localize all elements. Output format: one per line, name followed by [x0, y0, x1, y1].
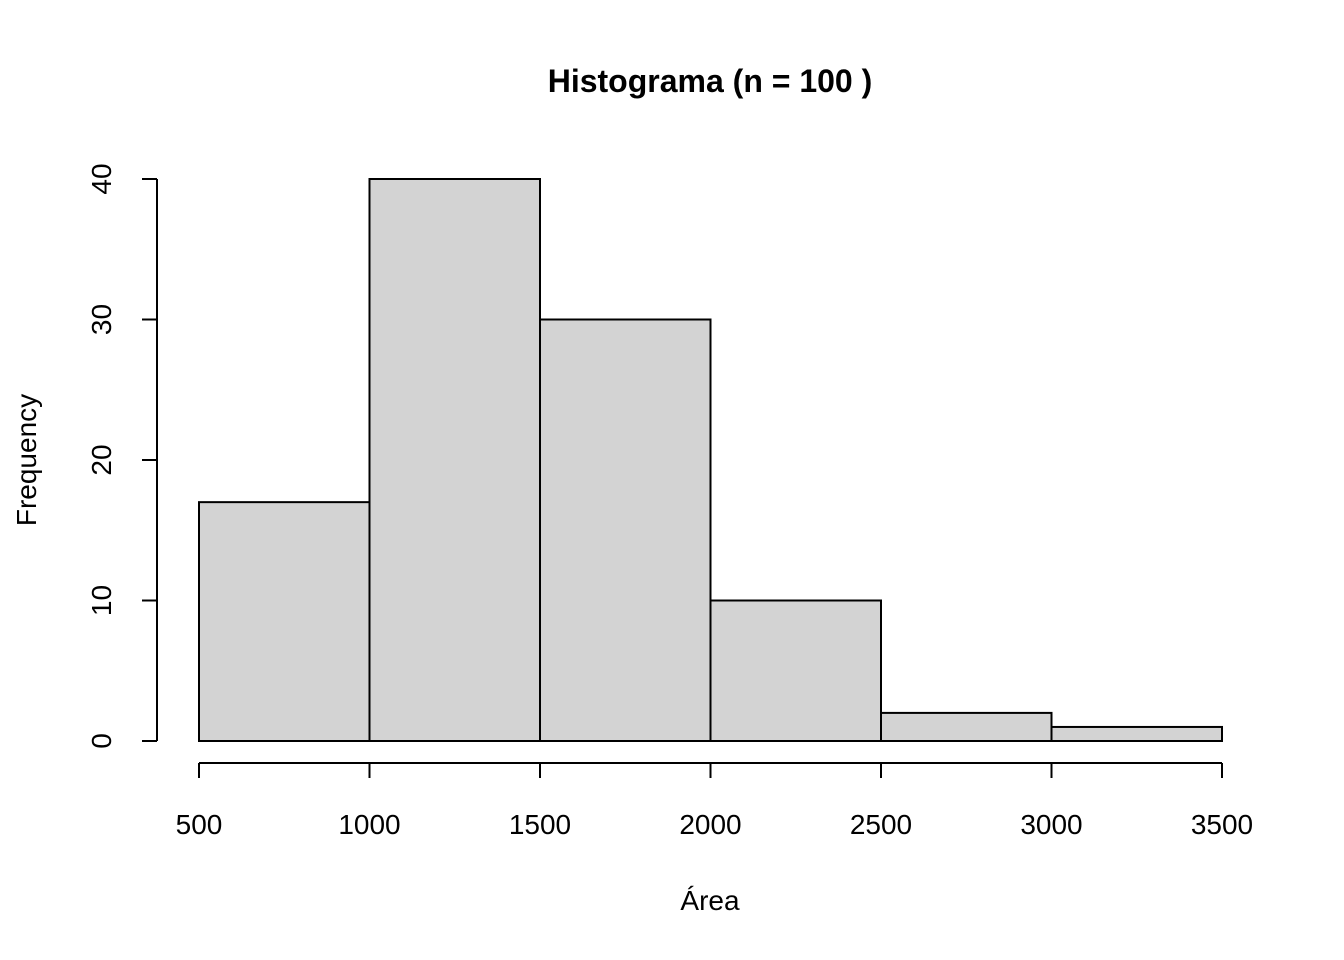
bars-group — [198, 178, 1223, 743]
chart-title: Histograma (n = 100 ) — [548, 63, 873, 99]
x-tick-label-0: 500 — [176, 809, 223, 840]
y-tick-label-1: 10 — [86, 585, 117, 616]
x-tick-label-4: 2500 — [850, 809, 912, 840]
histogram-bar-3 — [709, 599, 882, 742]
x-tick-label-5: 3000 — [1020, 809, 1082, 840]
histogram-bar-4 — [880, 711, 1053, 743]
y-tick-label-0: 0 — [86, 733, 117, 749]
y-axis-label: Frequency — [11, 394, 42, 526]
x-tick-label-6: 3500 — [1191, 809, 1253, 840]
histogram-bar-0 — [198, 501, 371, 742]
histogram-bar-1 — [368, 178, 541, 742]
x-tick-label-2: 1500 — [509, 809, 571, 840]
y-tick-label-4: 40 — [86, 163, 117, 194]
x-tick-label-3: 2000 — [679, 809, 741, 840]
y-tick-label-3: 30 — [86, 304, 117, 335]
histogram-bar-2 — [539, 318, 712, 742]
x-axis: 500 1000 1500 2000 2500 3000 3500 — [176, 762, 1253, 840]
y-axis: 0 10 20 30 40 — [86, 163, 158, 749]
x-axis-label: Área — [680, 885, 740, 916]
y-tick-label-2: 20 — [86, 444, 117, 475]
histogram-bar-5 — [1050, 725, 1223, 743]
x-tick-label-1: 1000 — [338, 809, 400, 840]
